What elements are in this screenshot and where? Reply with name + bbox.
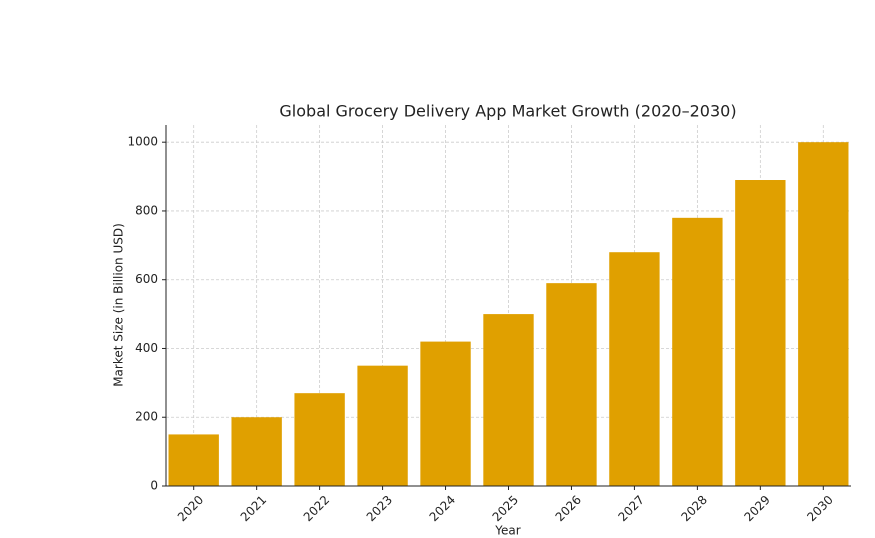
x-tick-label: 2025 xyxy=(490,493,521,524)
x-tick-label: 2030 xyxy=(804,493,835,524)
bar xyxy=(357,365,408,486)
bar xyxy=(735,180,786,486)
y-tick-label: 1000 xyxy=(127,135,158,149)
y-tick-label: 800 xyxy=(135,203,158,217)
x-tick-label: 2024 xyxy=(427,493,458,524)
x-tick-label: 2022 xyxy=(301,493,332,524)
y-tick-label: 200 xyxy=(135,410,158,424)
x-tick-label: 2029 xyxy=(741,493,772,524)
bar xyxy=(168,434,219,486)
y-axis-label: Market Size (in Billion USD) xyxy=(112,223,126,387)
y-tick-label: 0 xyxy=(150,479,158,493)
y-tick-label: 600 xyxy=(135,272,158,286)
bar xyxy=(672,217,723,487)
x-tick-label: 2027 xyxy=(616,493,647,524)
bar xyxy=(231,417,282,486)
bar xyxy=(420,341,471,486)
bar xyxy=(609,252,660,486)
bar xyxy=(798,142,849,486)
bar xyxy=(294,393,345,486)
chart-title: Global Grocery Delivery App Market Growt… xyxy=(279,102,736,121)
x-tick-label: 2020 xyxy=(175,493,206,524)
x-tick-label: 2021 xyxy=(238,493,269,524)
y-tick-label: 400 xyxy=(135,341,158,355)
x-axis-label: Year xyxy=(494,524,520,538)
bar xyxy=(483,314,534,486)
x-tick-label: 2023 xyxy=(364,493,395,524)
bar xyxy=(546,283,597,486)
x-tick-label: 2026 xyxy=(553,493,584,524)
x-tick-label: 2028 xyxy=(678,493,709,524)
